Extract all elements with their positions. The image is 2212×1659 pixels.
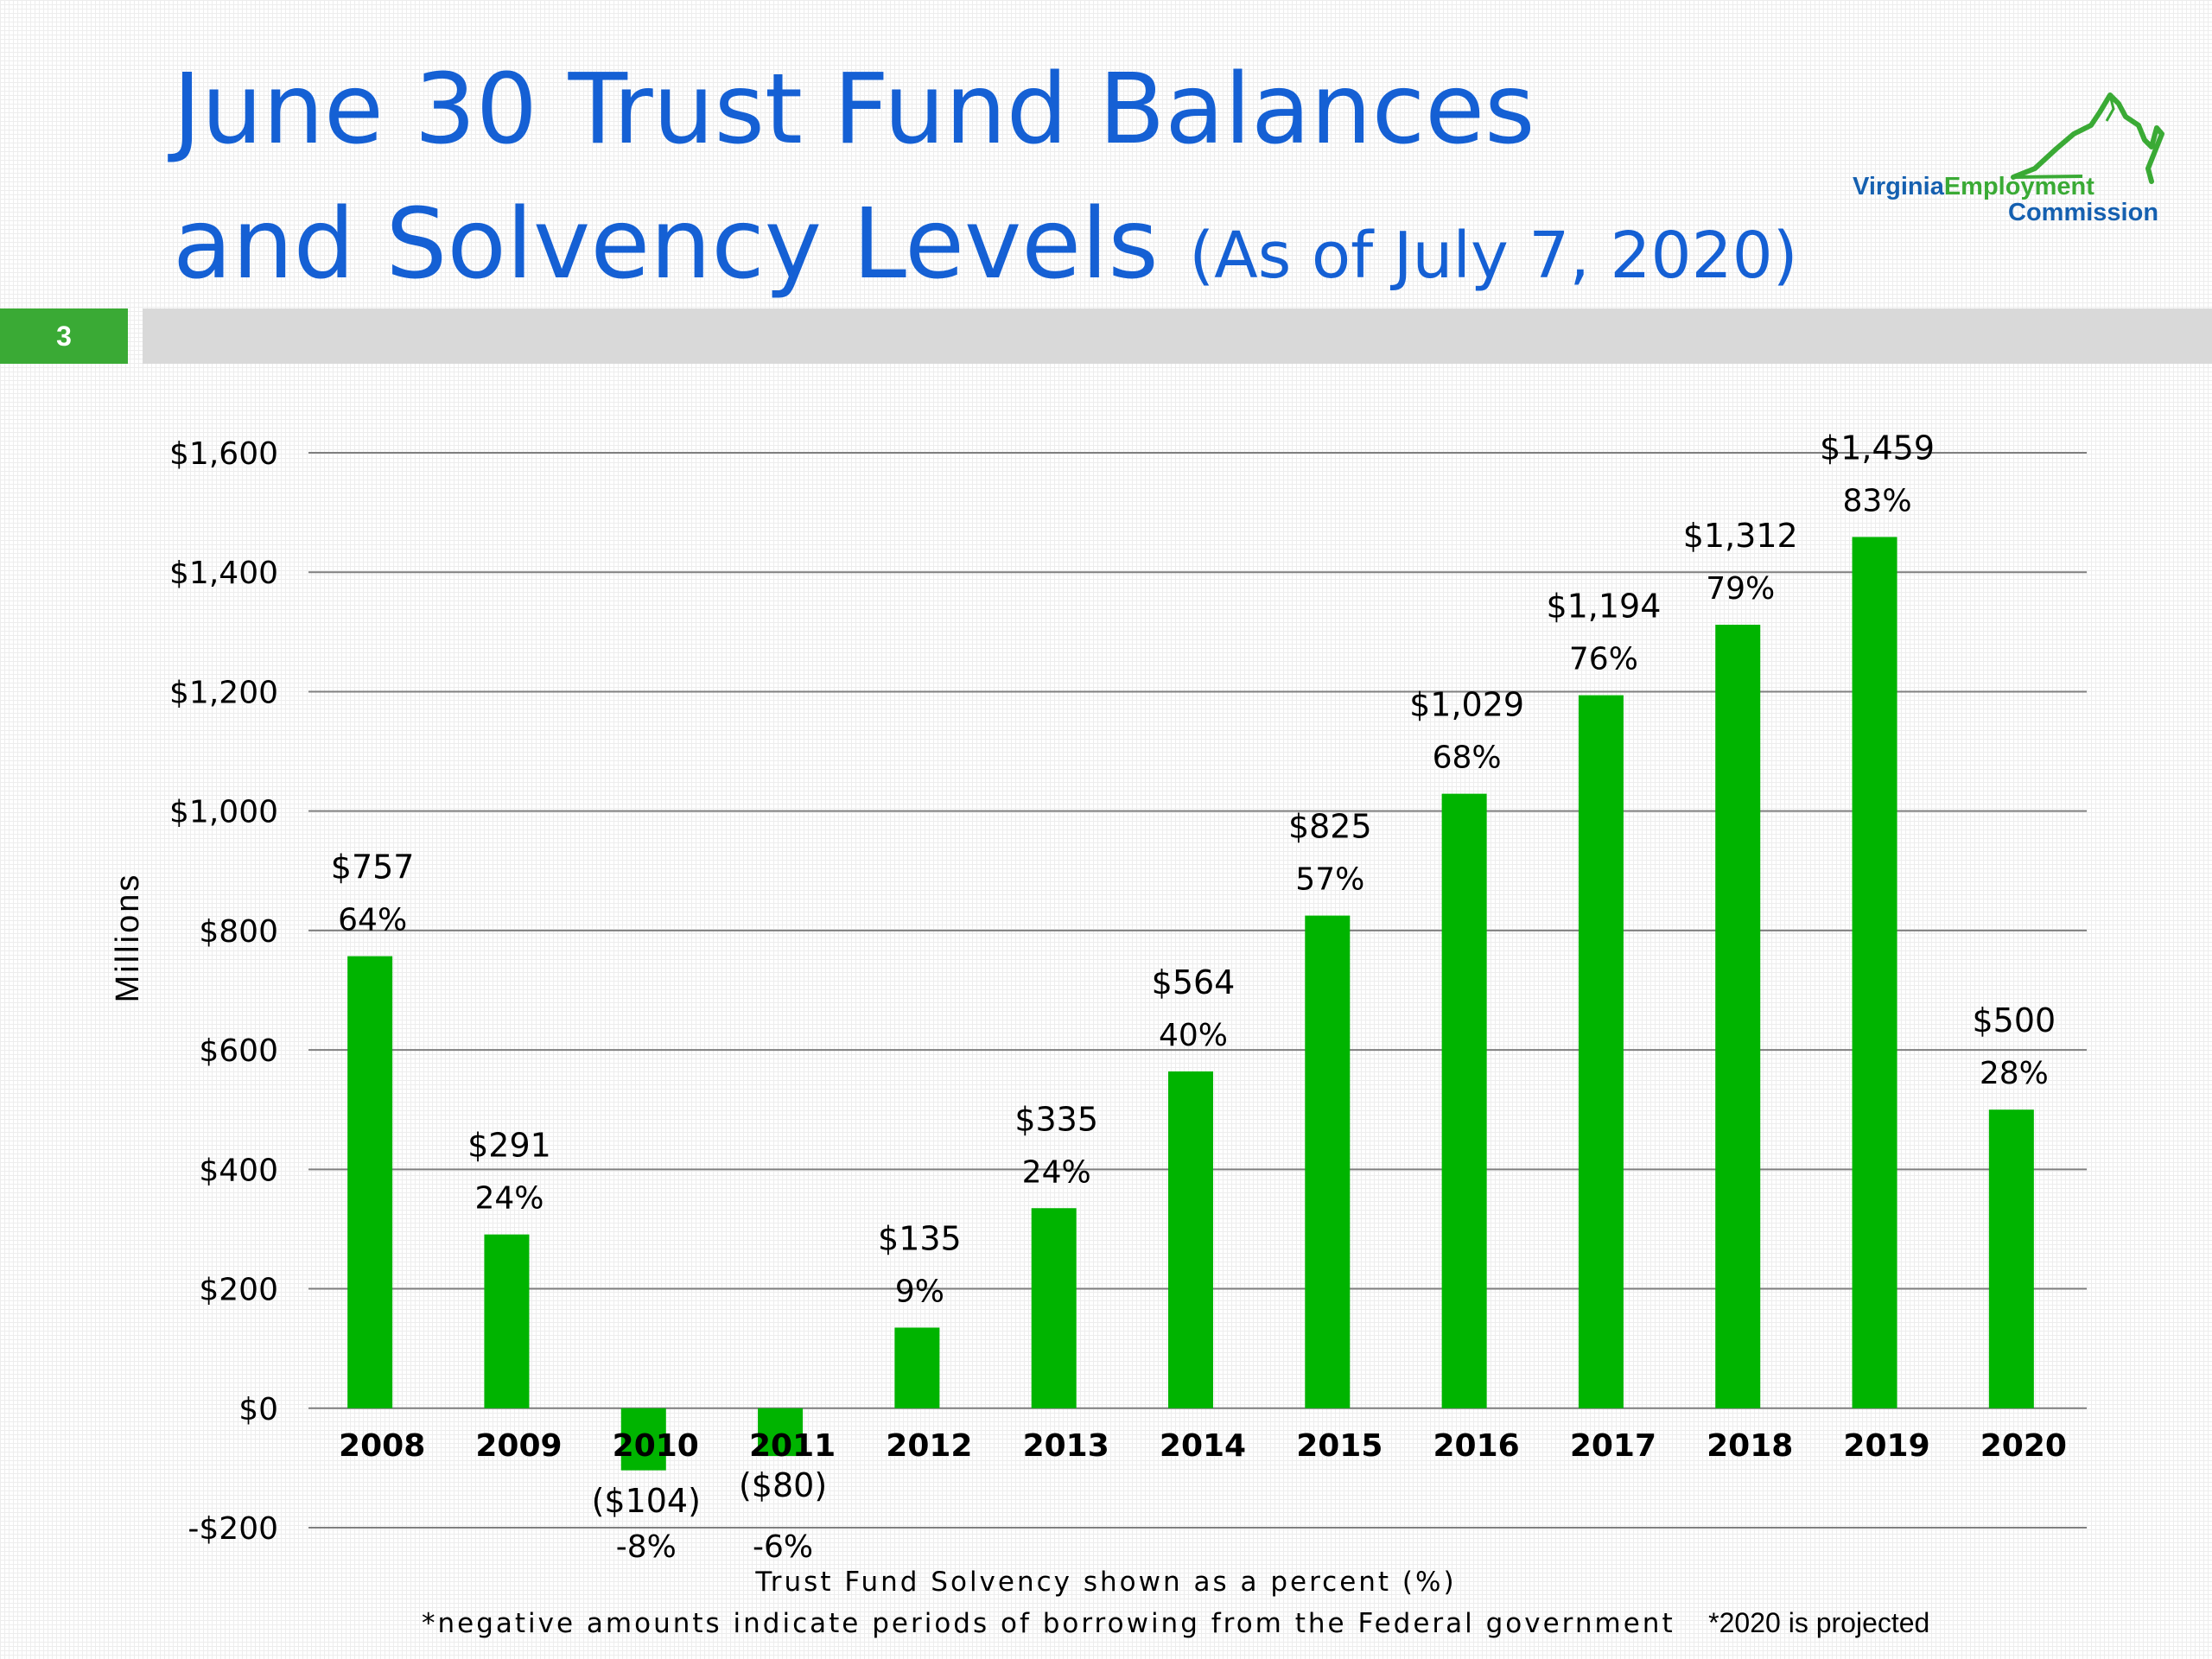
x-tick-label: 2019 (1843, 1428, 1929, 1464)
bar-2020 (1988, 1109, 2034, 1408)
bar-2016 (1441, 793, 1487, 1408)
bar-2018 (1715, 625, 1761, 1408)
bar-2011 (758, 1408, 804, 1457)
percent-labels: 64% 24% -8% -6% 9% 24% 40% 57% 68% 76% 79% 83% 28% (338, 483, 2049, 1564)
bar-2017 (1578, 695, 1624, 1408)
y-tick-label: $1,400 (169, 556, 278, 591)
bar-2019 (1852, 537, 1897, 1408)
bar-2009 (484, 1234, 530, 1408)
percent-label: 83% (1843, 483, 1912, 518)
slide-title-date: (As of July 7, 2020) (1189, 219, 1798, 293)
slide-title-line2: and Solvency Levels (As of July 7, 2020) (173, 188, 1798, 312)
value-label: $500 (1972, 1001, 2056, 1039)
percent-label: 76% (1569, 642, 1638, 677)
percent-label: 40% (1159, 1018, 1228, 1053)
percent-label: 9% (895, 1274, 944, 1309)
logo-word-employment: Employment (1943, 173, 2094, 200)
x-tick-label: 2016 (1433, 1428, 1520, 1464)
percent-label: 57% (1295, 862, 1364, 898)
virginia-state-outline-icon (2011, 92, 2164, 184)
slide-title-main: and Solvency Levels (173, 188, 1159, 301)
footnote-borrowing: *negative amounts indicate periods of bo… (422, 1607, 1929, 1639)
y-tick-label: $1,000 (169, 795, 278, 830)
percent-label: 79% (1706, 571, 1775, 607)
footnote-negative-amounts: *negative amounts indicate periods of bo… (422, 1608, 1675, 1639)
percent-label: -6% (753, 1529, 813, 1565)
slide-number: 3 (0, 308, 128, 364)
percent-label: 68% (1433, 741, 1502, 776)
header-divider-bar (143, 308, 2212, 364)
x-tick-label: 2008 (339, 1428, 425, 1464)
bar-2008 (347, 956, 393, 1408)
logo-wordmark: VirginiaEmployment (1853, 173, 2094, 201)
value-labels: $757 $291 ($104) ($80) $135 $335 $564 $825 $1,02… (331, 429, 2056, 1519)
logo-word-commission: Commission (2008, 199, 2159, 226)
footnote-solvency: Trust Fund Solvency shown as a percent (… (755, 1567, 1457, 1598)
value-label: $1,029 (1409, 686, 1524, 724)
value-label: $1,459 (1820, 429, 1935, 467)
bar-2012 (894, 1327, 940, 1408)
footnote-projected: *2020 is projected (1708, 1607, 1930, 1638)
value-label: $335 (1014, 1100, 1098, 1138)
percent-label: 28% (1980, 1056, 2049, 1091)
y-tick-label: $0 (238, 1392, 278, 1427)
x-tick-label: 2012 (886, 1428, 972, 1464)
bar-2010 (620, 1408, 666, 1471)
value-label: $825 (1288, 808, 1372, 846)
percent-label: 24% (1022, 1154, 1091, 1190)
value-label: $135 (878, 1219, 962, 1257)
bar-2014 (1168, 1071, 1213, 1408)
y-tick-label: $400 (199, 1153, 278, 1188)
value-label: $757 (331, 849, 415, 887)
value-label: ($104) (592, 1482, 701, 1520)
value-label: $564 (1152, 963, 1236, 1001)
x-tick-label: 2011 (749, 1428, 836, 1464)
bar-2013 (1031, 1208, 1077, 1408)
value-label: $1,312 (1683, 517, 1798, 555)
bar-2015 (1305, 915, 1351, 1408)
vec-logo: VirginiaEmployment Commission (1840, 86, 2169, 233)
y-tick-label: -$200 (188, 1511, 278, 1547)
value-label: $291 (467, 1127, 551, 1165)
percent-label: 64% (338, 903, 407, 938)
logo-word-virginia: Virginia (1853, 173, 1944, 200)
gridlines (308, 452, 2087, 1529)
x-tick-label: 2014 (1160, 1428, 1246, 1464)
x-tick-label: 2020 (1980, 1428, 2067, 1464)
y-tick-label: $1,600 (169, 436, 278, 472)
y-tick-label: $200 (199, 1273, 278, 1308)
value-label: ($80) (739, 1466, 827, 1504)
x-tick-label: 2018 (1707, 1428, 1793, 1464)
y-axis-tick-labels: $1,600 $1,400 $1,200 $1,000 $800 $600 $400 $200… (169, 436, 278, 1547)
x-tick-label: 2015 (1296, 1428, 1382, 1464)
x-tick-label: 2017 (1570, 1428, 1656, 1464)
x-tick-label: 2009 (475, 1428, 562, 1464)
value-label: $1,194 (1546, 588, 1661, 626)
y-tick-label: $1,200 (169, 675, 278, 710)
x-tick-label: 2010 (613, 1428, 699, 1464)
y-tick-label: $600 (199, 1033, 278, 1069)
y-tick-label: $800 (199, 914, 278, 950)
percent-label: 24% (474, 1181, 543, 1217)
y-axis-title: Millions (110, 873, 146, 1003)
x-axis-tick-labels: 2008 2009 2010 2011 2012 2013 2014 2015 2016 2017… (339, 1428, 2067, 1464)
bars (347, 537, 2034, 1471)
percent-label: -8% (616, 1529, 677, 1565)
slide-title-line1: June 30 Trust Fund Balances (173, 54, 1535, 166)
x-tick-label: 2013 (1023, 1428, 1109, 1464)
